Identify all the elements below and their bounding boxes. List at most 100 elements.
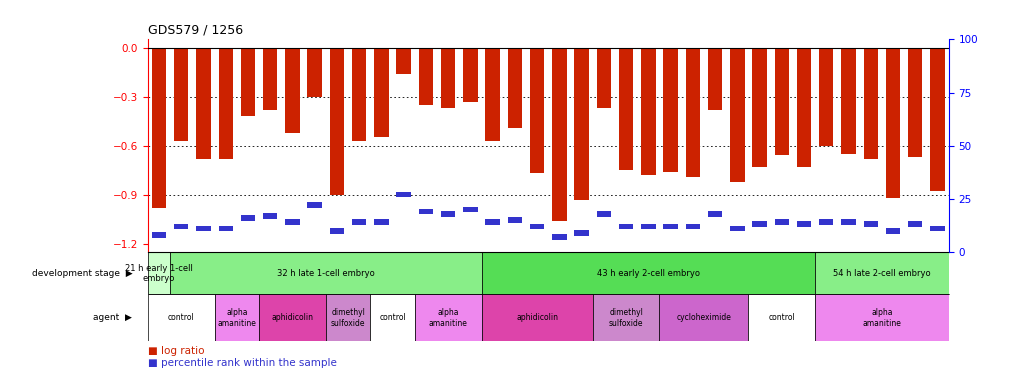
Bar xyxy=(907,222,921,227)
Text: GDS579 / 1256: GDS579 / 1256 xyxy=(148,24,243,37)
Bar xyxy=(352,48,366,141)
Bar xyxy=(619,48,633,170)
Bar xyxy=(773,219,789,225)
Bar xyxy=(259,294,325,341)
Bar xyxy=(641,48,655,175)
Bar xyxy=(773,48,789,156)
Bar xyxy=(685,48,699,177)
Text: aphidicolin: aphidicolin xyxy=(271,314,313,322)
Bar xyxy=(592,294,659,341)
Text: dimethyl
sulfoxide: dimethyl sulfoxide xyxy=(608,308,643,328)
Bar xyxy=(152,232,166,238)
Bar xyxy=(730,48,744,182)
Bar xyxy=(307,202,322,208)
Bar xyxy=(170,252,481,294)
Text: aphidicolin: aphidicolin xyxy=(516,314,557,322)
Bar xyxy=(329,228,343,234)
Bar xyxy=(481,252,814,294)
Bar xyxy=(418,48,433,105)
Bar xyxy=(748,294,814,341)
Bar xyxy=(530,224,544,230)
Bar xyxy=(574,48,588,200)
Bar xyxy=(148,294,214,341)
Bar xyxy=(214,294,259,341)
Bar xyxy=(796,222,810,227)
Bar xyxy=(863,222,877,227)
Bar xyxy=(352,219,366,225)
Bar xyxy=(240,215,255,221)
Bar xyxy=(551,234,566,240)
Bar xyxy=(752,222,766,227)
Bar xyxy=(596,211,610,216)
Text: ■ percentile rank within the sample: ■ percentile rank within the sample xyxy=(148,358,336,368)
Bar xyxy=(325,294,370,341)
Bar xyxy=(329,48,343,195)
Bar xyxy=(463,207,477,212)
Bar xyxy=(730,226,744,231)
Bar xyxy=(196,226,211,231)
Bar xyxy=(814,252,948,294)
Bar xyxy=(374,219,388,225)
Bar xyxy=(440,48,454,108)
Bar xyxy=(240,48,255,116)
Bar xyxy=(929,48,944,192)
Bar xyxy=(884,48,900,198)
Bar xyxy=(596,48,610,108)
Bar xyxy=(485,219,499,225)
Bar xyxy=(418,209,433,214)
Bar xyxy=(641,224,655,230)
Bar xyxy=(285,48,300,133)
Bar xyxy=(196,48,211,159)
Bar xyxy=(415,294,481,341)
Bar xyxy=(707,211,721,216)
Bar xyxy=(174,224,189,230)
Bar xyxy=(884,228,900,234)
Text: control: control xyxy=(168,314,195,322)
Bar xyxy=(374,48,388,138)
Bar xyxy=(263,213,277,219)
Bar xyxy=(285,219,300,225)
Bar xyxy=(507,217,522,223)
Bar xyxy=(463,48,477,102)
Text: 32 h late 1-cell embryo: 32 h late 1-cell embryo xyxy=(277,269,374,278)
Text: 43 h early 2-cell embryo: 43 h early 2-cell embryo xyxy=(596,269,699,278)
Text: 21 h early 1-cell
embryо: 21 h early 1-cell embryо xyxy=(125,264,193,283)
Bar xyxy=(814,294,948,341)
Bar xyxy=(507,48,522,128)
Bar xyxy=(263,48,277,110)
Bar xyxy=(152,48,166,208)
Bar xyxy=(907,48,921,157)
Bar xyxy=(662,224,678,230)
Bar xyxy=(818,219,833,225)
Bar xyxy=(619,224,633,230)
Bar xyxy=(370,294,415,341)
Bar xyxy=(659,294,748,341)
Text: cycloheximide: cycloheximide xyxy=(676,314,731,322)
Bar xyxy=(396,192,411,197)
Bar xyxy=(818,48,833,146)
Bar xyxy=(796,48,810,167)
Bar xyxy=(863,48,877,159)
Bar xyxy=(174,48,189,141)
Bar xyxy=(530,48,544,174)
Text: 54 h late 2-cell embryo: 54 h late 2-cell embryo xyxy=(833,269,929,278)
Bar xyxy=(574,230,588,236)
Bar xyxy=(148,252,170,294)
Bar xyxy=(307,48,322,97)
Text: control: control xyxy=(379,314,406,322)
Bar xyxy=(440,211,454,216)
Bar xyxy=(218,48,232,159)
Bar xyxy=(707,48,721,110)
Text: alpha
amanitine: alpha amanitine xyxy=(428,308,467,328)
Text: dimethyl
sulfoxide: dimethyl sulfoxide xyxy=(330,308,365,328)
Text: development stage  ▶: development stage ▶ xyxy=(32,269,132,278)
Text: ■ log ratio: ■ log ratio xyxy=(148,346,204,356)
Bar xyxy=(929,226,944,231)
Bar xyxy=(685,224,699,230)
Bar xyxy=(752,48,766,167)
Text: alpha
amanitine: alpha amanitine xyxy=(862,308,901,328)
Text: agent  ▶: agent ▶ xyxy=(94,314,132,322)
Text: alpha
amanitine: alpha amanitine xyxy=(217,308,256,328)
Text: control: control xyxy=(767,314,795,322)
Bar xyxy=(485,48,499,141)
